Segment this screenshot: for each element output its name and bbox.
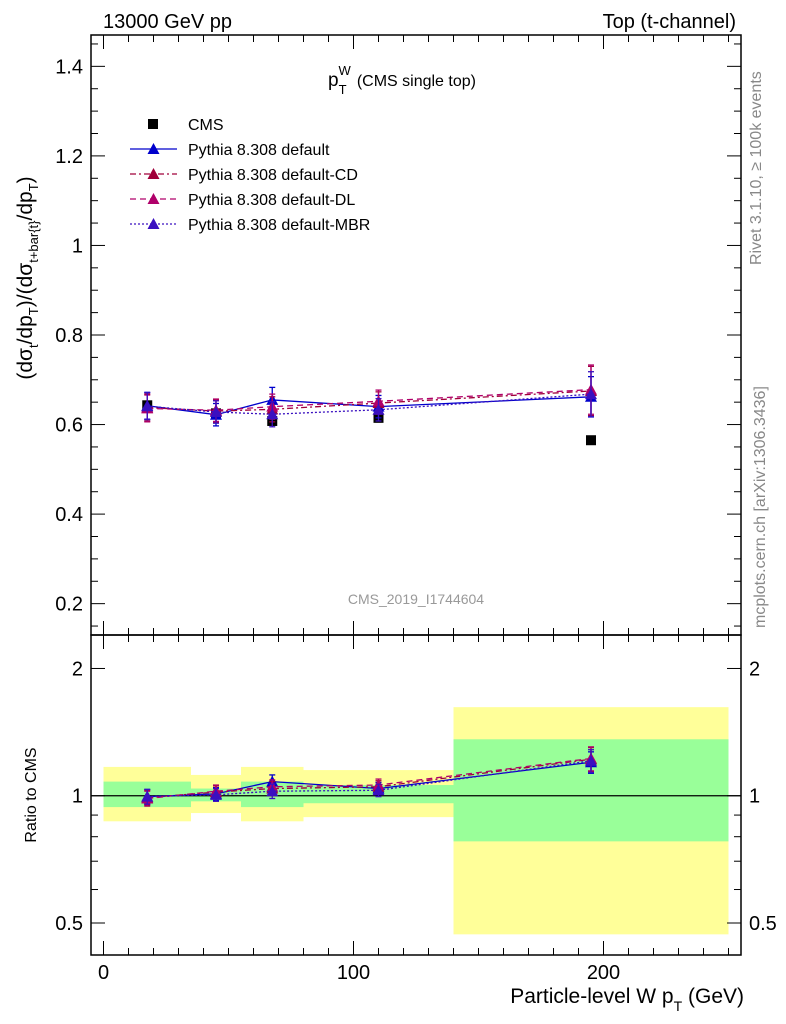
legend-entry-0: CMS	[148, 117, 224, 134]
plot-title: pTW(CMS single top)	[328, 63, 476, 97]
y-tick-label: 0.6	[55, 415, 83, 437]
ratio-series-3	[141, 749, 597, 805]
legend-entry-4: Pythia 8.308 default-MBR	[130, 217, 370, 234]
rivet-label: Rivet 3.1.10, ≥ 100k events	[748, 71, 765, 265]
y-tick-label: 1	[72, 235, 83, 257]
ratio-point	[372, 784, 385, 796]
main-series-4	[141, 371, 597, 428]
y-axis-label-ratio: Ratio to CMS	[23, 747, 40, 842]
legend-marker	[148, 119, 158, 129]
series-point	[141, 400, 154, 412]
series-point	[266, 408, 279, 420]
legend-entry-2: Pythia 8.308 default-CD	[130, 167, 358, 184]
x-tick-label: 100	[337, 962, 370, 984]
ratio-point	[266, 785, 279, 797]
x-axis-label: Particle-level W pT (GeV)	[510, 985, 744, 1014]
x-tick-label: 0	[98, 962, 109, 984]
ratio-y-tick-label-right: 2	[749, 658, 760, 680]
x-tick-label: 200	[587, 962, 620, 984]
ratio-point	[210, 788, 222, 800]
main-panel: 0.2 0.4 0.6 0.8 1 1.2 1.4	[55, 34, 742, 636]
legend-entry-1: Pythia 8.308 default	[130, 142, 330, 159]
legend: CMS Pythia 8.308 default Pythia 8.308 defa…	[130, 117, 370, 234]
cms-point	[586, 435, 596, 446]
ratio-line	[147, 758, 592, 799]
y-axis-label-main: (dσt/dpT)/(dσt+bar{t}/dpT)	[14, 176, 41, 379]
legend-marker	[147, 218, 160, 229]
ratio-frame	[90, 634, 742, 956]
legend-marker	[147, 143, 160, 154]
ratio-point	[141, 790, 154, 802]
y-tick-label: 1.4	[55, 56, 83, 78]
y-tick-label: 0.8	[55, 325, 83, 347]
series-point	[585, 388, 597, 400]
series-point	[372, 403, 385, 415]
y-tick-label: 0.2	[55, 594, 83, 616]
y-tick-label: 0.4	[55, 504, 83, 526]
y-tick-label: 1.2	[55, 146, 83, 168]
series-point	[210, 406, 222, 418]
ratio-y-tick-label: 0.5	[55, 913, 83, 935]
legend-label: Pythia 8.308 default-MBR	[188, 217, 370, 234]
ratio-point	[585, 754, 597, 766]
legend-marker	[147, 193, 160, 204]
analysis-watermark: CMS_2019_I1744604	[348, 591, 484, 607]
legend-label: Pythia 8.308 default	[188, 142, 330, 159]
process-label: Top (t-channel)	[603, 11, 736, 33]
ratio-y-tick-label: 2	[72, 658, 83, 680]
legend-marker	[147, 168, 160, 179]
legend-entry-3: Pythia 8.308 default-DL	[130, 192, 355, 209]
mcplots-label: mcplots.cern.ch [arXiv:1306.3436]	[752, 386, 769, 628]
ratio-y-tick-label-right: 0.5	[749, 913, 777, 935]
legend-label: Pythia 8.308 default-CD	[188, 167, 358, 184]
main-series-0	[142, 400, 596, 446]
ratio-y-tick-label: 1	[72, 786, 83, 808]
ratio-panel: 0.5 0.5 1 1 2 2 0 100 200	[55, 634, 777, 984]
energy-label: 13000 GeV pp	[103, 11, 232, 33]
legend-label: CMS	[188, 117, 224, 134]
ratio-y-tick-label-right: 1	[749, 786, 760, 808]
legend-label: Pythia 8.308 default-DL	[188, 192, 355, 209]
